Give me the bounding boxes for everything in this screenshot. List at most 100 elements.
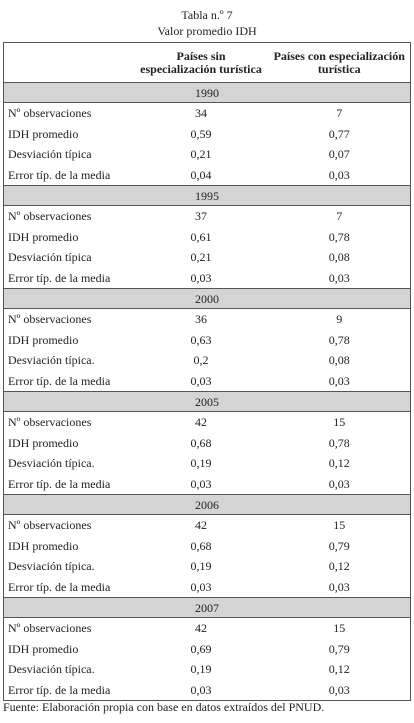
value-cell: 0,07 [328, 147, 350, 162]
data-row: IDH promedio 0,63 0,78 [4, 330, 411, 351]
table-subtitle: Valor promedio IDH [157, 24, 257, 38]
row-label: Error típ. de la media [8, 682, 111, 697]
value-cell: 0,68 [190, 435, 212, 450]
data-row: IDH promedio 0,68 0,79 [4, 536, 411, 557]
value-cell: 0,03 [328, 579, 350, 594]
table-body: 1990 Nº observaciones 34 7 IDH promedio 0,59 0… [3, 82, 411, 701]
row-label: Desviación típica. [8, 662, 95, 677]
value-cell: 15 [333, 415, 346, 430]
value-cell: 0,08 [328, 353, 350, 368]
data-row: IDH promedio 0,59 0,77 [4, 124, 411, 145]
value-cell: 0,2 [193, 353, 209, 368]
value-cell: 0,21 [190, 147, 212, 162]
value-cell: 7 [336, 209, 343, 224]
footnote: Fuente: Elaboración propia con base en d… [3, 700, 325, 714]
value-cell: 15 [333, 518, 346, 533]
row-label: Error típ. de la media [8, 373, 111, 388]
data-row: Desviación típica. 0,19 0,12 [4, 556, 411, 577]
year-cell: 2005 [3, 391, 411, 412]
value-cell: 36 [195, 312, 207, 327]
value-cell: 0,19 [190, 559, 212, 574]
data-row: Nº observaciones 34 7 [4, 103, 411, 124]
row-label: Desviación típica [8, 250, 92, 265]
table-title: Tabla n.º 7 [181, 8, 233, 22]
row-label: Nº observaciones [8, 106, 92, 121]
data-table: Países sin especialización turística Paí… [3, 42, 411, 701]
data-row: Desviación típica. 0,19 0,12 [4, 659, 411, 680]
row-label: IDH promedio [8, 641, 79, 656]
row-label: Nº observaciones [8, 518, 92, 533]
value-cell: 0,19 [190, 456, 212, 471]
year-row: 2006 [3, 494, 411, 515]
data-row: Desviación típica. 0,19 0,12 [4, 453, 411, 474]
value-cell: 0,61 [190, 229, 212, 244]
row-label: Error típ. de la media [8, 270, 111, 285]
data-row: IDH promedio 0,69 0,79 [4, 639, 411, 660]
header-corner [3, 42, 134, 83]
year-cell: 2006 [3, 494, 411, 515]
data-row: Error típ. de la media 0,03 0,03 [4, 577, 411, 598]
year-cell: 1990 [3, 82, 411, 103]
value-cell: 0,08 [328, 250, 350, 265]
value-cell: 0,03 [190, 579, 212, 594]
value-cell: 0,03 [328, 476, 350, 491]
value-cell: 0,69 [190, 641, 212, 656]
row-label: Error típ. de la media [8, 167, 111, 182]
row-label: Nº observaciones [8, 415, 92, 430]
row-label: IDH promedio [8, 538, 79, 553]
value-cell: 0,03 [328, 270, 350, 285]
value-cell: 37 [195, 209, 207, 224]
row-label: IDH promedio [8, 229, 79, 244]
data-row: Nº observaciones 42 15 [4, 618, 411, 639]
year-cell: 2000 [3, 288, 411, 309]
value-cell: 0,12 [328, 662, 350, 677]
data-row: Desviación típica 0,21 0,07 [4, 144, 411, 165]
value-cell: 0,78 [328, 332, 350, 347]
data-row: Nº observaciones 42 15 [4, 515, 411, 536]
year-cell: 2007 [3, 597, 411, 618]
value-cell: 42 [195, 621, 207, 636]
column-header: Países con especialización turística [268, 42, 411, 83]
value-cell: 34 [195, 106, 207, 121]
data-row: Nº observaciones 42 15 [4, 412, 411, 433]
row-label: Nº observaciones [8, 621, 92, 636]
value-cell: 9 [336, 312, 343, 327]
value-cell: 0,78 [328, 229, 350, 244]
value-cell: 0,12 [328, 559, 350, 574]
header-row: Países sin especialización turística Paí… [3, 42, 411, 83]
data-row: Error típ. de la media 0,03 0,03 [4, 268, 411, 289]
value-cell: 0,03 [328, 682, 350, 697]
row-label: Desviación típica. [8, 456, 95, 471]
value-cell: 0,68 [190, 538, 212, 553]
data-row: IDH promedio 0,68 0,78 [4, 433, 411, 454]
row-label: Desviación típica. [8, 353, 95, 368]
year-row: 1990 [3, 82, 411, 103]
data-row: Error típ. de la media 0,03 0,03 [4, 371, 411, 392]
data-row: Error típ. de la media 0,04 0,03 [4, 165, 411, 186]
value-cell: 0,21 [190, 250, 212, 265]
data-row: Desviación típica. 0,2 0,08 [4, 350, 411, 371]
value-cell: 0,79 [328, 538, 350, 553]
row-label: IDH promedio [8, 126, 79, 141]
value-cell: 0,03 [190, 682, 212, 697]
value-cell: 7 [336, 106, 343, 121]
value-cell: 0,63 [190, 332, 212, 347]
data-row: Nº observaciones 37 7 [4, 206, 411, 227]
year-row: 2000 [3, 288, 411, 309]
value-cell: 42 [195, 415, 207, 430]
data-row: IDH promedio 0,61 0,78 [4, 227, 411, 248]
row-label: IDH promedio [8, 435, 79, 450]
data-row: Desviación típica 0,21 0,08 [4, 247, 411, 268]
data-row: Error típ. de la media 0,03 0,03 [4, 680, 411, 701]
value-cell: 0,03 [328, 373, 350, 388]
year-row: 2005 [3, 391, 411, 412]
value-cell: 15 [333, 621, 346, 636]
value-cell: 0,03 [190, 373, 212, 388]
value-cell: 0,03 [190, 476, 212, 491]
row-label: IDH promedio [8, 332, 79, 347]
value-cell: 0,19 [190, 662, 212, 677]
row-label: Desviación típica. [8, 559, 95, 574]
data-row: Nº observaciones 36 9 [4, 309, 411, 330]
year-row: 2007 [3, 597, 411, 618]
